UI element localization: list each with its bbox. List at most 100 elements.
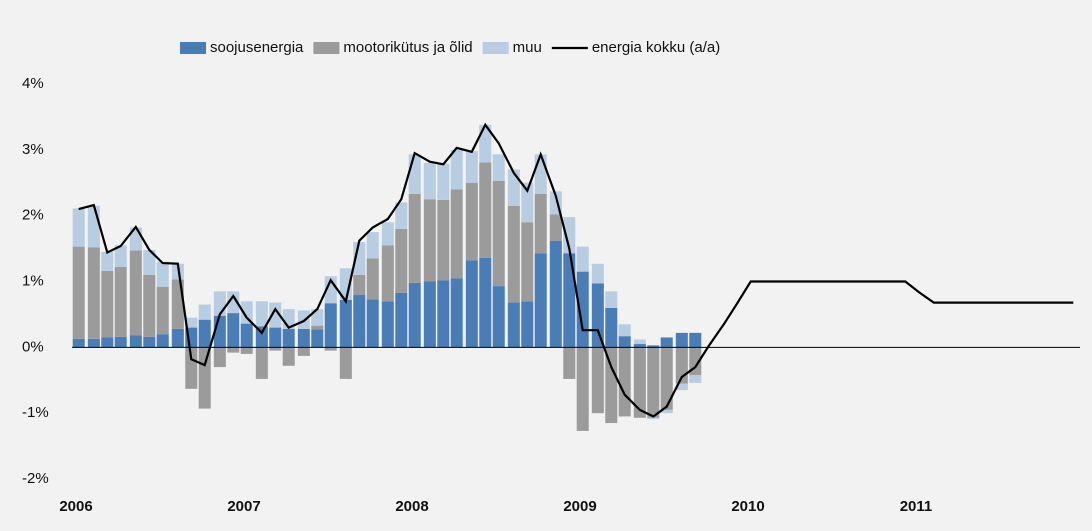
bar — [339, 347, 352, 379]
bar — [227, 347, 240, 353]
bar — [423, 281, 436, 348]
bar — [576, 271, 589, 348]
bar — [465, 151, 478, 183]
bar — [324, 347, 337, 351]
bar — [534, 253, 547, 348]
bar — [689, 374, 702, 383]
bar — [381, 301, 394, 348]
x-tick-label: 2009 — [563, 498, 596, 515]
bar — [297, 328, 310, 348]
bar — [339, 299, 352, 348]
bar — [353, 294, 366, 348]
bar — [479, 124, 492, 163]
bar — [156, 261, 169, 287]
bar — [507, 169, 520, 206]
bar — [437, 199, 450, 281]
bar — [143, 249, 156, 275]
legend-swatch — [180, 42, 206, 54]
bar — [492, 154, 505, 181]
y-tick-label: 4% — [22, 75, 44, 92]
bar — [605, 291, 618, 308]
bar — [282, 347, 295, 366]
bar — [311, 329, 324, 348]
bar — [324, 303, 337, 348]
bar — [269, 302, 282, 328]
bar — [297, 347, 310, 356]
bar — [563, 347, 576, 379]
legend-label: muu — [513, 39, 542, 56]
bar — [675, 332, 688, 348]
bar — [240, 301, 253, 324]
bar — [227, 291, 240, 314]
bar — [437, 163, 450, 200]
bar — [198, 347, 211, 409]
bar — [213, 291, 226, 316]
bar — [605, 307, 618, 348]
bar — [549, 240, 562, 348]
bar — [437, 280, 450, 348]
bar — [87, 338, 100, 348]
bar — [198, 304, 211, 320]
bar — [479, 257, 492, 348]
bar — [492, 286, 505, 348]
y-tick-label: -1% — [22, 404, 49, 421]
bar — [185, 347, 198, 389]
bar — [633, 347, 646, 418]
bar — [423, 163, 436, 200]
bar — [450, 149, 463, 190]
bar — [129, 335, 142, 348]
bar — [521, 182, 534, 223]
bar — [101, 251, 114, 271]
bar — [255, 301, 268, 327]
bar — [227, 313, 240, 348]
bar — [143, 336, 156, 348]
y-tick-label: 1% — [22, 272, 44, 289]
bar — [618, 336, 631, 348]
bar — [366, 232, 379, 259]
bar — [605, 347, 618, 424]
bar — [171, 328, 184, 348]
bar — [156, 286, 169, 335]
bar — [647, 417, 660, 420]
bar — [114, 336, 127, 348]
bar — [521, 222, 534, 302]
bar — [534, 154, 547, 194]
bar — [366, 258, 379, 300]
bar — [198, 319, 211, 348]
bar — [87, 247, 100, 339]
bar — [576, 347, 589, 431]
bar — [647, 345, 660, 348]
x-tick-label: 2011 — [900, 498, 933, 515]
bar — [269, 327, 282, 348]
bar — [240, 347, 253, 354]
bar — [633, 344, 646, 348]
bar — [576, 246, 589, 272]
bar — [114, 267, 127, 337]
bar — [647, 347, 660, 418]
bar — [563, 216, 576, 254]
bar — [395, 292, 408, 348]
bar — [366, 299, 379, 348]
bar — [353, 274, 366, 295]
bar — [381, 245, 394, 302]
bar — [72, 246, 85, 339]
y-tick-label: 3% — [22, 141, 44, 158]
bar — [269, 347, 282, 351]
bar — [282, 328, 295, 348]
legend-label: mootorikütus ja õlid — [343, 39, 472, 56]
bar — [689, 332, 702, 348]
bar — [408, 193, 421, 283]
bar — [255, 326, 268, 348]
bar — [87, 205, 100, 248]
bar — [591, 347, 604, 414]
bar — [563, 253, 576, 348]
bar — [521, 301, 534, 348]
bar — [311, 309, 324, 326]
bar — [114, 245, 127, 268]
y-tick-label: -2% — [22, 470, 49, 487]
bar — [185, 317, 198, 328]
bar — [507, 205, 520, 303]
bar — [72, 338, 85, 348]
legend-swatch — [482, 42, 509, 54]
